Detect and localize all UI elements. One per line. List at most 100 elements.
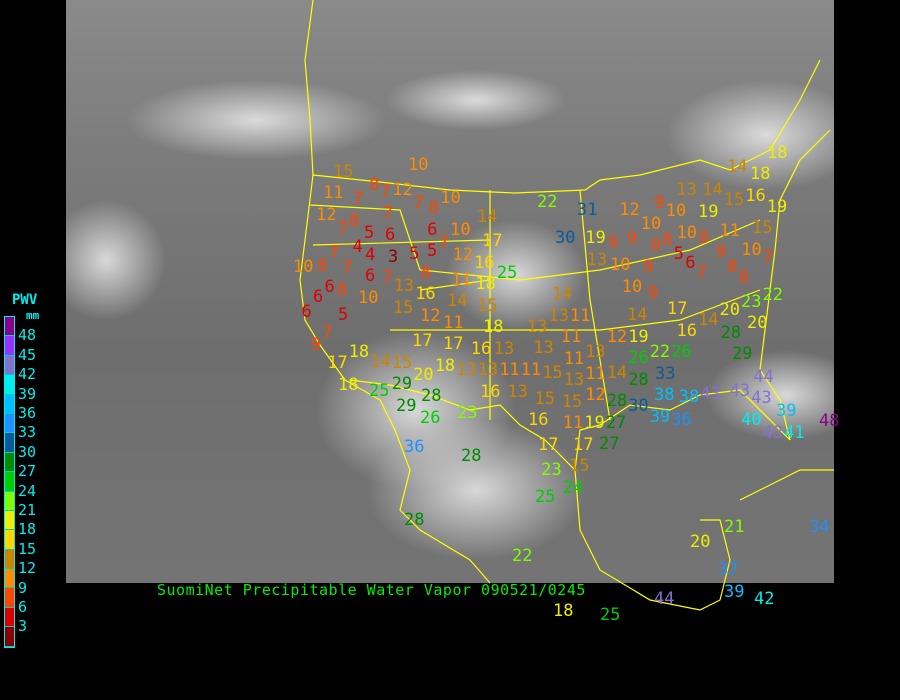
- station-pwv-value: 25: [369, 381, 390, 401]
- legend-tick: 15: [18, 539, 37, 558]
- station-pwv-value: 11: [443, 312, 464, 333]
- station-pwv-value: 28: [404, 510, 425, 530]
- station-pwv-value: 39: [724, 581, 745, 602]
- station-pwv-value: 6: [313, 287, 324, 307]
- station-pwv-value: 13: [548, 305, 569, 326]
- station-pwv-value: 17: [443, 334, 464, 355]
- legend-swatch: [5, 510, 14, 531]
- legend-tick: 18: [18, 520, 37, 539]
- station-pwv-value: 11: [499, 360, 520, 381]
- legend-tick: 3: [18, 617, 28, 636]
- station-pwv-value: 27: [605, 412, 627, 433]
- legend-tick: 36: [18, 404, 37, 422]
- station-pwv-value: 13: [526, 316, 548, 337]
- station-pwv-value: 10: [640, 214, 662, 234]
- station-pwv-value: 11: [562, 413, 584, 434]
- legend-swatch: [5, 375, 14, 395]
- mexico-coast: [574, 469, 731, 611]
- station-pwv-value: 12: [585, 385, 606, 406]
- station-pwv-value: 14: [447, 291, 468, 312]
- station-pwv-value: 10: [408, 155, 429, 175]
- station-pwv-value: 38: [654, 385, 675, 406]
- station-pwv-value: 44: [654, 589, 675, 609]
- station-pwv-value: 5: [409, 244, 420, 265]
- station-pwv-value: 12: [452, 245, 474, 265]
- station-pwv-value: 29: [396, 395, 417, 416]
- station-pwv-value: 11: [520, 359, 542, 380]
- station-pwv-value: 40: [741, 409, 762, 430]
- gulf-coast: [574, 389, 791, 471]
- legend-swatch: [5, 355, 14, 376]
- station-pwv-value: 5: [673, 244, 685, 265]
- station-pwv-value: 25: [535, 487, 556, 507]
- station-pwv-value: 36: [671, 410, 692, 430]
- station-pwv-value: 18: [767, 142, 788, 163]
- station-pwv-value: 34: [809, 517, 830, 537]
- legend-tick: 21: [18, 501, 37, 519]
- station-pwv-value: 10: [621, 277, 643, 297]
- station-pwv-value: 13: [507, 381, 528, 402]
- legend-swatch: [5, 588, 14, 608]
- station-pwv-value: 8: [369, 175, 380, 195]
- station-pwv-value: 15: [333, 161, 354, 182]
- station-pwv-value: 12: [606, 326, 628, 347]
- legend-swatch: [5, 317, 14, 337]
- station-pwv-value: 42: [754, 589, 775, 609]
- station-pwv-value: 36: [404, 437, 425, 457]
- legend-tick: 12: [18, 559, 37, 578]
- station-pwv-value: 8: [727, 257, 738, 277]
- west-coast: [299, 0, 491, 584]
- station-pwv-value: 8: [317, 255, 328, 276]
- station-pwv-value: 8: [662, 230, 673, 250]
- station-pwv-value: 19: [585, 228, 606, 248]
- legend-tick: 33: [18, 423, 37, 442]
- station-pwv-value: 15: [542, 363, 563, 384]
- legend-tick: 27: [18, 462, 37, 481]
- us-canada-border: [312, 59, 821, 194]
- station-pwv-value: 16: [528, 410, 549, 431]
- station-pwv-value: 22: [512, 546, 533, 566]
- station-pwv-value: 20: [719, 300, 740, 320]
- station-pwv-value: 10: [440, 188, 461, 208]
- station-pwv-value: 22: [649, 341, 671, 362]
- station-pwv-value: 27: [599, 434, 620, 455]
- station-pwv-value: 30: [628, 396, 649, 417]
- station-pwv-value: 7: [382, 268, 393, 288]
- station-pwv-value: 14: [727, 157, 748, 177]
- legend-swatch: [5, 491, 14, 511]
- station-pwv-value: 11: [585, 363, 606, 384]
- station-pwv-value: 17: [573, 434, 594, 455]
- station-pwv-value: 5: [427, 241, 438, 262]
- us-mexico-border: [349, 379, 576, 471]
- station-pwv-value: 30: [555, 228, 576, 248]
- station-pwv-value: 10: [293, 257, 314, 277]
- station-pwv-value: 14: [697, 310, 719, 330]
- satellite-map: [66, 0, 834, 583]
- station-pwv-value: 24: [562, 477, 584, 498]
- station-pwv-value: 23: [457, 403, 478, 423]
- station-pwv-value: 20: [413, 364, 434, 385]
- station-pwv-value: 26: [420, 407, 441, 428]
- legend-tick: 24: [18, 481, 37, 500]
- station-pwv-value: 44: [753, 366, 774, 387]
- station-pwv-value: 6: [385, 225, 396, 245]
- station-pwv-value: 18: [338, 374, 359, 395]
- station-pwv-value: 9: [654, 192, 665, 213]
- station-pwv-value: 18: [553, 601, 574, 621]
- station-pwv-value: 15: [534, 388, 555, 409]
- station-pwv-value: 10: [741, 239, 762, 260]
- station-pwv-value: 14: [606, 363, 628, 384]
- station-pwv-value: 18: [434, 355, 456, 376]
- station-pwv-value: 14: [552, 284, 573, 305]
- station-pwv-value: 10: [665, 201, 687, 222]
- legend-swatch: [5, 394, 14, 414]
- station-pwv-value: 7: [322, 323, 333, 343]
- station-pwv-value: 14: [702, 180, 723, 201]
- station-pwv-value: 13: [477, 360, 499, 381]
- station-pwv-value: 16: [470, 338, 492, 359]
- legend-tick: 42: [18, 365, 37, 384]
- legend-swatch: [5, 627, 14, 647]
- station-pwv-value: 12: [316, 205, 337, 225]
- station-pwv-value: 11: [563, 348, 585, 369]
- station-pwv-value: 9: [608, 233, 619, 254]
